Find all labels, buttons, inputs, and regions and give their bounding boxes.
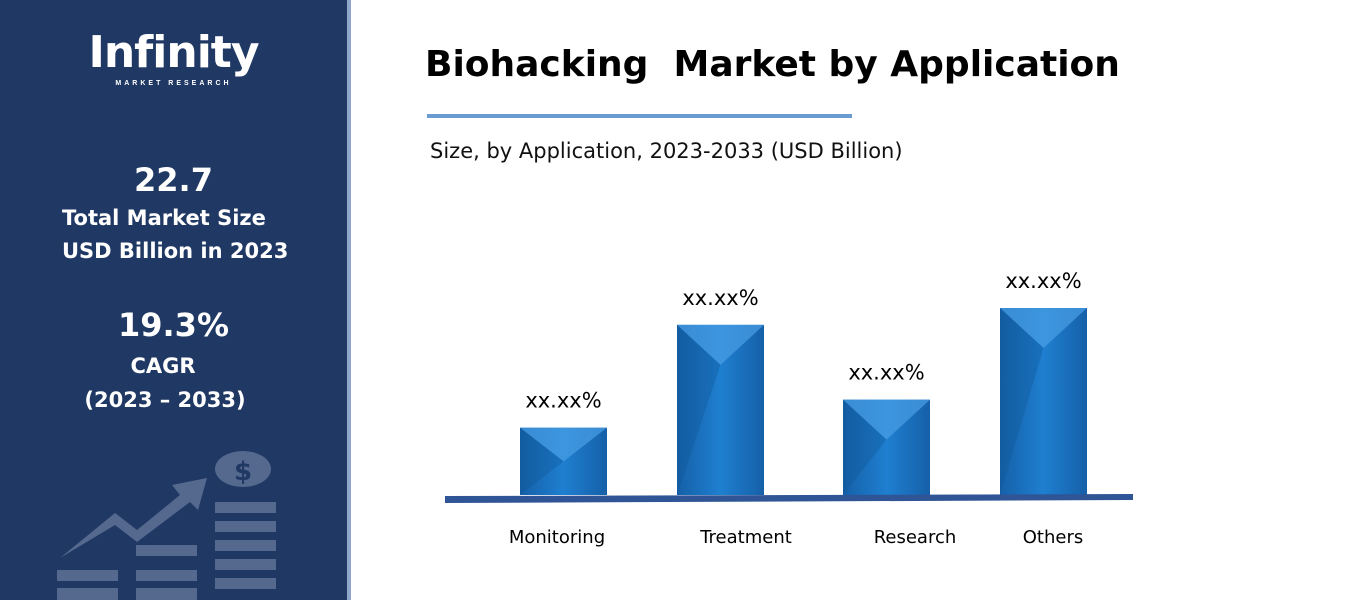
chart-subtitle: Size, by Application, 2023-2033 (USD Bil… (430, 139, 903, 163)
cagr-period: (2023 – 2033) (84, 388, 246, 412)
data-label: xx.xx% (682, 286, 758, 310)
title-divider (427, 114, 852, 118)
bar-research (843, 399, 930, 495)
data-label: xx.xx% (525, 389, 601, 413)
category-label: Research (874, 527, 957, 548)
data-label: xx.xx% (848, 361, 924, 385)
data-label: xx.xx% (1005, 269, 1081, 293)
market-size-unit: USD Billion in 2023 (62, 239, 289, 263)
growth-chart-dollar-icon: $ (57, 451, 276, 600)
category-label: Treatment (699, 527, 792, 548)
category-label: Monitoring (509, 527, 605, 548)
cagr-value: 19.3% (117, 306, 229, 344)
x-axis-baseline (445, 494, 1133, 503)
chart-title: Biohacking Market by Application (425, 44, 1120, 85)
logo: Infinity MARKET RESEARCH (0, 30, 347, 88)
logo-subtext: MARKET RESEARCH (115, 80, 232, 87)
svg-text:$: $ (234, 457, 252, 487)
category-label: Others (1023, 527, 1084, 548)
market-size-label: Total Market Size (62, 206, 266, 230)
bar-others (1000, 308, 1087, 495)
bar-treatment (677, 324, 764, 495)
sidebar: Infinity MARKET RESEARCH 22.7 Total Mark… (0, 0, 351, 600)
market-size-value: 22.7 (134, 161, 213, 199)
bar-monitoring (520, 427, 607, 495)
cagr-label: CAGR (130, 354, 196, 378)
logo-text: Infinity (88, 27, 259, 78)
